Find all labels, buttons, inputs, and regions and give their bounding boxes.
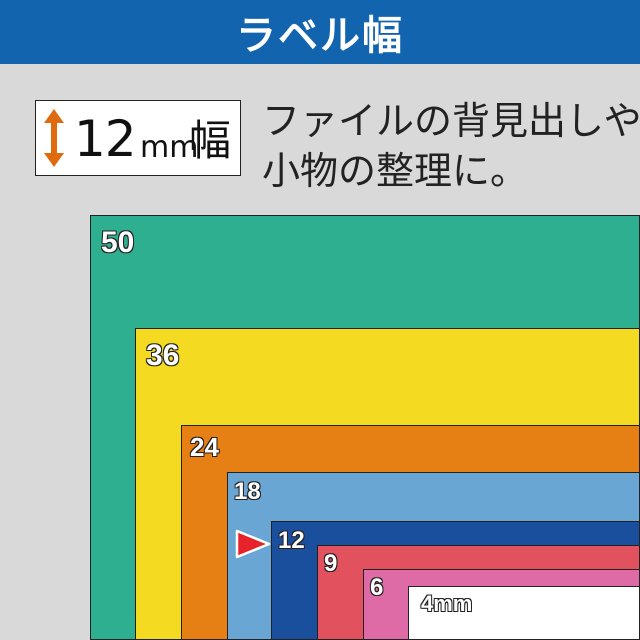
tape-label-6: 6 [370,574,384,601]
width-suffix: 幅 [189,116,232,165]
tape-label-4: 4mm [421,591,473,616]
tape-label-18: 18 [234,478,261,505]
width-badge: 12 mm 幅 [35,100,241,176]
description-line-2: 小物の整理に。 [262,149,529,193]
description: ファイルの背見出しや 小物の整理に。 [262,96,640,196]
width-value: 12 [74,110,137,168]
width-unit: mm [140,130,199,165]
header-banner: ラベル幅 [0,0,640,64]
header-title: ラベル幅 [236,13,404,59]
tape-label-36: 36 [146,339,180,372]
tape-label-9: 9 [324,550,338,577]
tape-label-50: 50 [101,226,135,259]
tape-label-24: 24 [190,432,219,462]
description-line-1: ファイルの背見出しや [262,99,640,143]
tape-4: 4mm [408,586,640,640]
tape-label-12: 12 [278,527,305,554]
double-arrow-icon [44,109,64,167]
selected-marker-icon [235,529,271,559]
